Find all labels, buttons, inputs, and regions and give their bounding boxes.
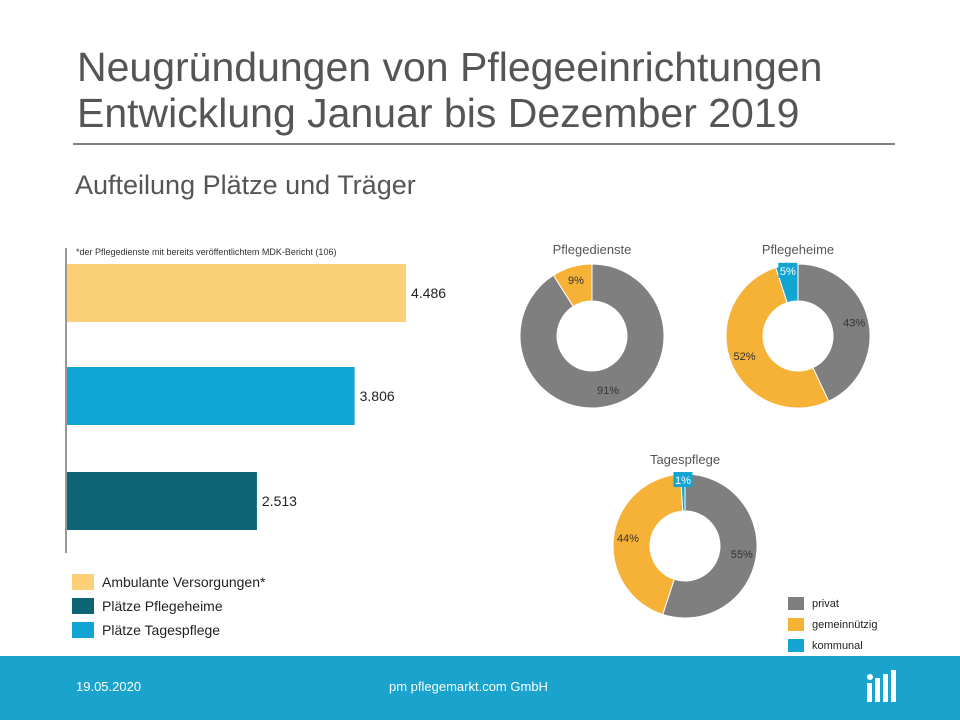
donut-slice-label: 5% <box>780 266 796 278</box>
donut-label-box <box>778 262 798 278</box>
title-line-2: Entwicklung Januar bis Dezember 2019 <box>77 90 800 136</box>
title-line-1: Neugründungen von Pflegeeinrichtungen <box>77 44 823 90</box>
donut-charts: Pflegedienste 91% 9% Pflegeheime 43% 52% 5% Tag… <box>519 242 871 619</box>
donut-slice <box>662 473 758 619</box>
bar-legend-item: Plätze Pflegeheime <box>72 594 265 618</box>
donut-slice-label: 44% <box>617 533 639 545</box>
donut-slice-label: 1% <box>675 475 691 487</box>
donut-legend-item: kommunal <box>788 635 877 656</box>
page-title: Neugründungen von Pflegeeinrichtungen En… <box>77 44 822 136</box>
donut-slice-label: 55% <box>731 549 753 561</box>
legend-label: Ambulante Versorgungen* <box>102 574 266 590</box>
donut-slice-label: 52% <box>734 351 756 363</box>
donut-slice-label: 9% <box>568 275 584 287</box>
legend-label: kommunal <box>812 639 863 652</box>
donut-slice <box>725 266 830 409</box>
donut-slice-label: 43% <box>843 317 865 329</box>
donut-slice <box>552 263 593 308</box>
legend-label: gemeinnützig <box>812 618 878 631</box>
legend-swatch-tagespflege <box>72 622 94 638</box>
bar-legend-item: Plätze Tagespflege <box>72 618 265 642</box>
bar-legend-item: Ambulante Versorgungen* <box>72 570 265 594</box>
footer-bar: 19.05.2020 pm pflegemarkt.com GmbH <box>0 656 960 720</box>
legend-swatch-kommunal <box>788 639 804 652</box>
bar <box>67 264 406 322</box>
bar <box>67 367 355 425</box>
donut-title: Tagespflege <box>650 452 720 467</box>
legend-swatch-pflegeheime <box>72 598 94 614</box>
bar-chart: *der Pflegedienste mit bereits veröffent… <box>65 247 446 553</box>
bar-value-label: 2.513 <box>262 493 297 509</box>
bar-value-label: 3.806 <box>360 388 395 404</box>
title-divider <box>73 143 895 145</box>
donut-label-box <box>673 472 693 488</box>
donut-title: Pflegedienste <box>553 242 632 257</box>
pflegemarkt-logo-icon <box>867 670 896 702</box>
donut-legend-item: privat <box>788 593 877 614</box>
donut-title: Pflegeheime <box>762 242 834 257</box>
legend-swatch-privat <box>788 597 804 610</box>
donut-slice <box>612 473 684 616</box>
legend-label: Plätze Pflegeheime <box>102 598 223 614</box>
bar-legend: Ambulante Versorgungen* Plätze Pflegehei… <box>72 570 265 642</box>
legend-swatch-ambulant <box>72 574 94 590</box>
page-subtitle: Aufteilung Plätze und Träger <box>75 170 416 200</box>
donut-legend: privat gemeinnützig kommunal <box>788 593 877 656</box>
bar-value-label: 4.486 <box>411 285 446 301</box>
legend-swatch-gemeinnuetzig <box>788 618 804 631</box>
footer-company: pm pflegemarkt.com GmbH <box>389 679 548 694</box>
donut-slice <box>797 263 871 402</box>
donut-legend-item: gemeinnützig <box>788 614 877 635</box>
legend-label: privat <box>812 597 839 610</box>
footer-date: 19.05.2020 <box>76 679 142 694</box>
legend-label: Plätze Tagespflege <box>102 622 221 638</box>
donut-slice-label: 91% <box>597 385 619 397</box>
chart-note: *der Pflegedienste mit bereits veröffent… <box>76 247 336 257</box>
bar <box>67 472 257 530</box>
donut-slice <box>519 263 665 409</box>
